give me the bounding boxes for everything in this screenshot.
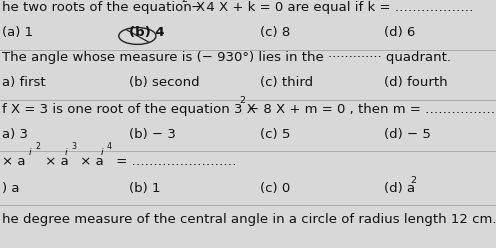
Text: (d) fourth: (d) fourth — [384, 76, 448, 89]
Text: (d) − 5: (d) − 5 — [384, 128, 432, 141]
Text: 4: 4 — [107, 142, 112, 151]
Text: × a: × a — [2, 155, 26, 168]
Text: a) 3: a) 3 — [2, 128, 28, 141]
Text: i: i — [29, 149, 31, 157]
Text: (c) 5: (c) 5 — [260, 128, 291, 141]
Text: The angle whose measure is (− 930°) lies in the ············· quadrant.: The angle whose measure is (− 930°) lies… — [2, 51, 451, 64]
Text: (c) 0: (c) 0 — [260, 182, 291, 195]
Text: 3: 3 — [71, 142, 76, 151]
Text: (a) 1: (a) 1 — [2, 26, 34, 39]
Text: (c) 8: (c) 8 — [260, 26, 291, 39]
Text: i: i — [64, 149, 67, 157]
Text: = ……………………: = …………………… — [112, 155, 237, 168]
Text: he two roots of the equation X: he two roots of the equation X — [2, 1, 206, 14]
Text: × a: × a — [76, 155, 104, 168]
Text: (b) − 3: (b) − 3 — [129, 128, 176, 141]
Text: (b) 1: (b) 1 — [129, 182, 161, 195]
Text: 2: 2 — [240, 96, 246, 105]
Text: (b) second: (b) second — [129, 76, 199, 89]
Text: 2: 2 — [181, 0, 187, 4]
Text: 2: 2 — [411, 176, 417, 185]
Text: he degree measure of the central angle in a circle of radius length 12 cm. a: he degree measure of the central angle i… — [2, 213, 496, 226]
Text: − 4 X + k = 0 are equal if k = ………………: − 4 X + k = 0 are equal if k = ……………… — [191, 1, 474, 14]
Text: (c) third: (c) third — [260, 76, 313, 89]
Text: ) a: ) a — [2, 182, 20, 195]
Text: (d) 6: (d) 6 — [384, 26, 416, 39]
Text: a) first: a) first — [2, 76, 46, 89]
Text: 2: 2 — [35, 142, 40, 151]
Text: × a: × a — [41, 155, 68, 168]
Text: f X = 3 is one root of the equation 3 X: f X = 3 is one root of the equation 3 X — [2, 103, 256, 116]
Text: i: i — [100, 149, 103, 157]
Text: (b) 4: (b) 4 — [129, 26, 165, 39]
Text: − 8 X + m = 0 , then m = ………………: − 8 X + m = 0 , then m = ……………… — [248, 103, 496, 116]
Text: (d) a: (d) a — [384, 182, 416, 195]
